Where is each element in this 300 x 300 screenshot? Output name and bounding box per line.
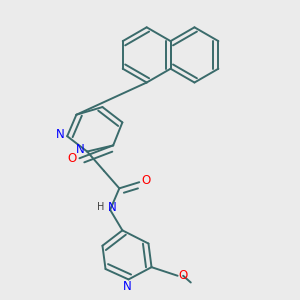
Text: O: O <box>178 268 188 282</box>
Text: N: N <box>76 143 85 157</box>
Text: O: O <box>141 174 151 187</box>
Text: H: H <box>97 202 104 212</box>
Text: O: O <box>67 152 76 165</box>
Text: N: N <box>56 128 65 141</box>
Text: N: N <box>123 280 131 293</box>
Text: N: N <box>108 201 117 214</box>
